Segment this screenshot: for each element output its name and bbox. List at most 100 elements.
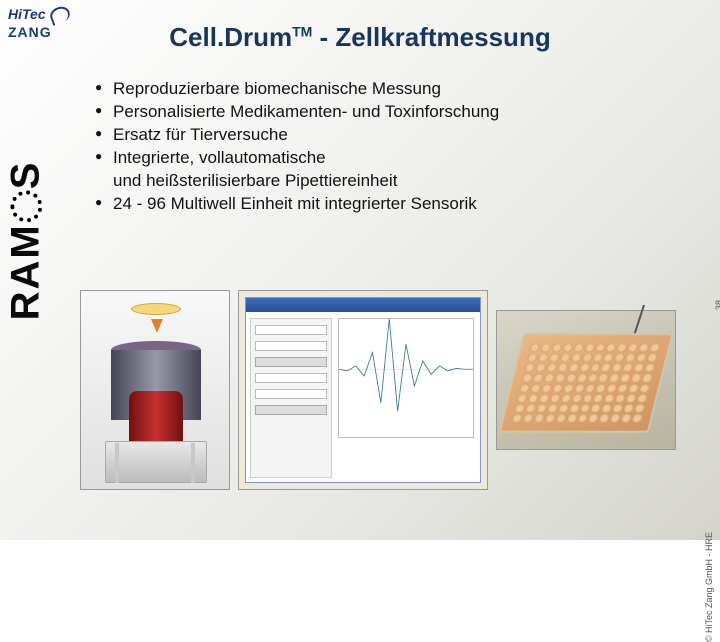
- well: [524, 363, 536, 372]
- well: [634, 404, 646, 413]
- well: [589, 363, 601, 372]
- bullet-item: 24 - 96 Multiwell Einheit mit integriert…: [95, 193, 655, 216]
- well: [628, 383, 640, 392]
- multiwell-render-panel: [496, 310, 676, 450]
- well: [560, 394, 572, 403]
- software-screenshot-panel: [238, 290, 488, 490]
- well: [641, 373, 653, 382]
- title-tm: TM: [292, 23, 312, 39]
- well: [565, 373, 577, 382]
- well: [545, 363, 557, 372]
- well: [587, 414, 599, 423]
- well: [603, 394, 615, 403]
- well: [613, 353, 625, 362]
- sidebar-brand-strip: RAMS: [0, 50, 52, 430]
- slide-root: HiTec ZANG RAMS Cell.DrumTM - Zellkraftm…: [0, 0, 720, 540]
- well: [578, 363, 590, 372]
- well: [554, 373, 566, 382]
- well: [540, 383, 552, 392]
- well: [649, 343, 661, 352]
- copyright-line: © HiTec Zang GmbH - HRE: [704, 532, 714, 642]
- well: [593, 394, 605, 403]
- well: [579, 404, 591, 413]
- well: [570, 353, 582, 362]
- button-row: [255, 357, 327, 367]
- device-render-panel: [80, 290, 230, 490]
- well: [557, 404, 569, 413]
- well: [516, 394, 528, 403]
- support-rod: [191, 443, 195, 483]
- well: [598, 414, 610, 423]
- well: [603, 353, 615, 362]
- title-suffix: - Zellkraftmessung: [312, 22, 550, 52]
- well: [644, 363, 656, 372]
- ramos-wordmark: RAMS: [4, 160, 49, 320]
- well: [619, 373, 631, 382]
- well: [572, 343, 584, 352]
- well: [559, 353, 571, 362]
- well: [609, 414, 621, 423]
- well: [540, 343, 552, 352]
- well: [587, 373, 599, 382]
- well: [556, 363, 568, 372]
- well: [592, 353, 604, 362]
- well: [636, 394, 648, 403]
- well: [631, 414, 643, 423]
- well: [606, 383, 618, 392]
- well: [521, 373, 533, 382]
- button-row: [255, 405, 327, 415]
- bullet-list: Reproduzierbare biomechanische Messung P…: [95, 78, 655, 216]
- well: [635, 353, 647, 362]
- well: [616, 343, 628, 352]
- well: [633, 363, 645, 372]
- ramos-o-icon: [11, 190, 43, 222]
- bullet-item: Personalisierte Medikamenten- und Toxinf…: [95, 101, 655, 124]
- well: [581, 353, 593, 362]
- well: [612, 404, 624, 413]
- sample-plate-icon: [131, 303, 181, 315]
- well: [624, 353, 636, 362]
- arrow-down-icon: [151, 319, 163, 333]
- well: [605, 343, 617, 352]
- well: [549, 394, 561, 403]
- well: [600, 363, 612, 372]
- well: [573, 383, 585, 392]
- well: [568, 404, 580, 413]
- well: [535, 404, 547, 413]
- well: [595, 383, 607, 392]
- well: [598, 373, 610, 382]
- bullet-item: Ersatz für Tierversuche: [95, 124, 655, 147]
- well: [550, 343, 562, 352]
- well: [562, 383, 574, 392]
- well: [561, 343, 573, 352]
- well: [535, 363, 547, 372]
- well: [514, 404, 526, 413]
- window-titlebar: [246, 298, 480, 312]
- well: [646, 353, 658, 362]
- well: [522, 414, 534, 423]
- input-field: [255, 325, 327, 335]
- well: [577, 414, 589, 423]
- well: [571, 394, 583, 403]
- well: [638, 343, 650, 352]
- well: [532, 373, 544, 382]
- well: [533, 414, 545, 423]
- well: [576, 373, 588, 382]
- control-sidebar: [250, 318, 332, 478]
- well: [611, 363, 623, 372]
- input-field: [255, 341, 327, 351]
- waveform-svg: [339, 319, 473, 420]
- well: [538, 394, 550, 403]
- well: [566, 414, 578, 423]
- well: [583, 343, 595, 352]
- well: [519, 383, 531, 392]
- well: [524, 404, 536, 413]
- well: [614, 394, 626, 403]
- image-row: [80, 290, 690, 510]
- logo-line1: HiTec: [8, 6, 46, 22]
- well: [527, 394, 539, 403]
- well: [594, 343, 606, 352]
- bullet-item: Reproduzierbare biomechanische Messung: [95, 78, 655, 101]
- well: [526, 353, 538, 362]
- well: [584, 383, 596, 392]
